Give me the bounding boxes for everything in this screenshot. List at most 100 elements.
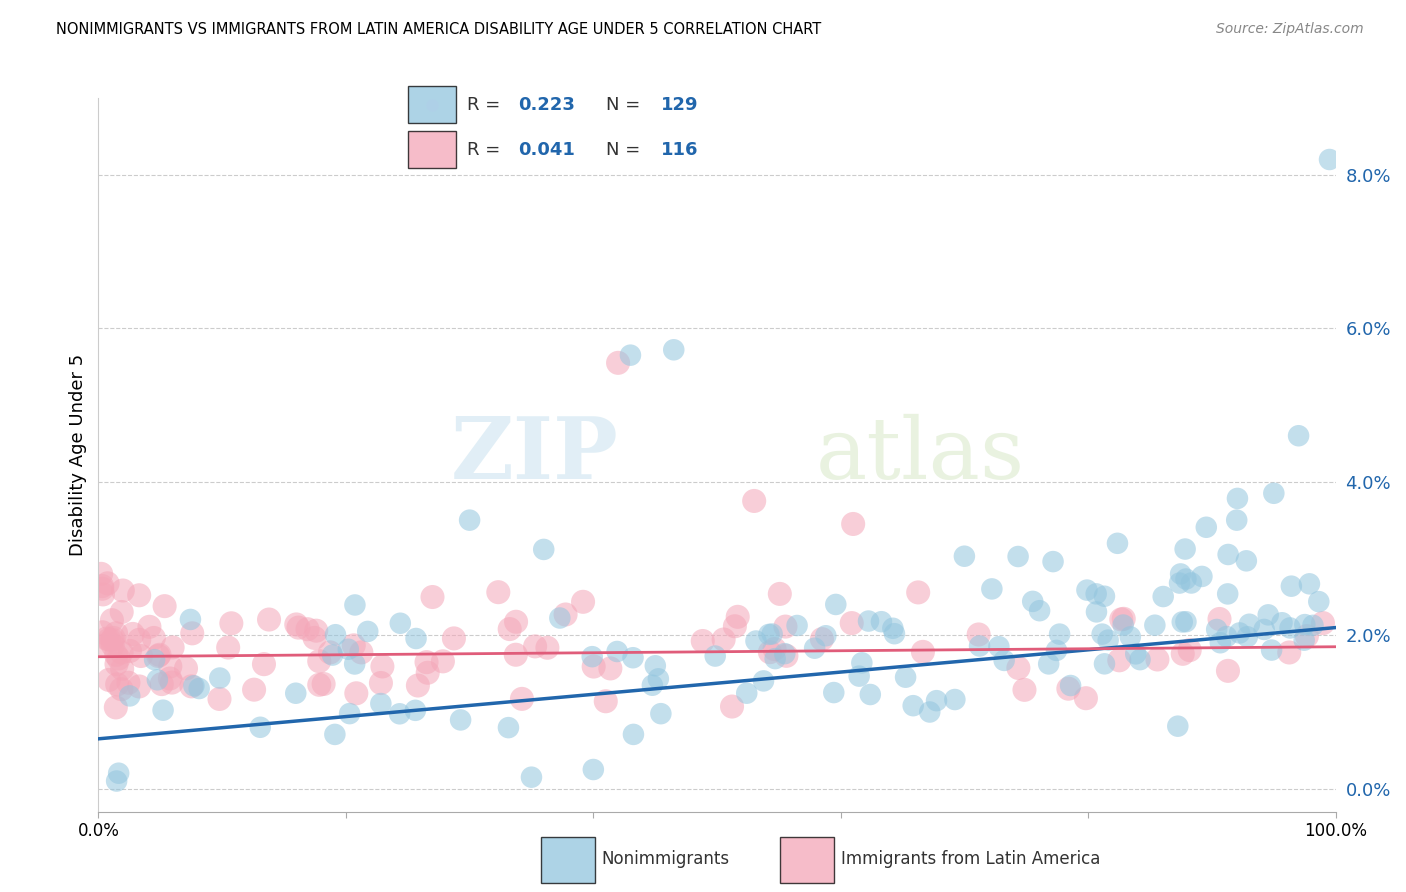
Point bbox=[97, 576, 120, 591]
Point bbox=[1319, 153, 1341, 167]
Point bbox=[243, 682, 266, 697]
Point bbox=[763, 642, 786, 657]
Text: 0.223: 0.223 bbox=[517, 95, 575, 113]
Point bbox=[1178, 643, 1201, 657]
Point bbox=[117, 675, 139, 690]
Point bbox=[758, 627, 780, 641]
Point bbox=[1085, 587, 1108, 601]
Point bbox=[179, 612, 201, 626]
Point bbox=[1216, 664, 1239, 678]
Point bbox=[824, 598, 846, 612]
Point bbox=[536, 640, 558, 655]
Point bbox=[907, 585, 929, 599]
Point bbox=[1111, 612, 1133, 626]
Point bbox=[416, 665, 439, 680]
Point bbox=[662, 343, 685, 357]
Point bbox=[967, 627, 990, 641]
Point bbox=[1074, 691, 1097, 706]
Point bbox=[1091, 627, 1114, 641]
Point bbox=[1174, 572, 1197, 586]
Point bbox=[98, 632, 121, 647]
Point bbox=[499, 622, 522, 636]
Point bbox=[1152, 590, 1174, 604]
Point bbox=[1271, 615, 1294, 630]
Point bbox=[721, 699, 744, 714]
Point bbox=[1022, 594, 1045, 608]
Point bbox=[724, 619, 747, 633]
Point bbox=[533, 542, 555, 557]
Point bbox=[415, 655, 437, 669]
Point bbox=[160, 675, 183, 690]
Point bbox=[621, 650, 644, 665]
FancyBboxPatch shape bbox=[408, 131, 456, 168]
Point bbox=[841, 616, 863, 631]
Point bbox=[1180, 576, 1202, 591]
Point bbox=[870, 615, 893, 629]
Point bbox=[150, 677, 173, 691]
Point bbox=[848, 669, 870, 683]
Point bbox=[285, 617, 308, 632]
Point bbox=[1057, 681, 1080, 696]
Point bbox=[851, 656, 873, 670]
Point bbox=[505, 615, 527, 629]
Point bbox=[304, 631, 326, 645]
Point bbox=[1014, 682, 1036, 697]
Point bbox=[763, 651, 786, 665]
Point bbox=[1167, 719, 1189, 733]
Point bbox=[969, 639, 991, 653]
Point bbox=[572, 595, 595, 609]
Text: 116: 116 bbox=[661, 141, 697, 159]
Point bbox=[142, 631, 165, 645]
Text: Nonimmigrants: Nonimmigrants bbox=[602, 850, 730, 868]
Point bbox=[217, 640, 239, 655]
Text: ZIP: ZIP bbox=[450, 413, 619, 497]
Point bbox=[159, 672, 181, 686]
Point bbox=[337, 642, 360, 657]
Point bbox=[842, 516, 865, 531]
Point bbox=[110, 682, 132, 697]
Point bbox=[183, 679, 205, 693]
Point bbox=[1125, 647, 1147, 661]
Point bbox=[148, 648, 170, 662]
Point bbox=[325, 628, 347, 642]
Point bbox=[284, 686, 307, 700]
Point bbox=[1085, 605, 1108, 619]
Point bbox=[287, 621, 309, 635]
Point bbox=[1296, 629, 1319, 643]
Point bbox=[901, 698, 924, 713]
Point bbox=[253, 657, 276, 672]
Point bbox=[775, 648, 797, 663]
Point bbox=[181, 626, 204, 640]
Point bbox=[308, 654, 330, 668]
Point bbox=[1112, 618, 1135, 632]
Point bbox=[1191, 569, 1213, 583]
Point bbox=[1174, 542, 1197, 557]
Point bbox=[918, 705, 941, 719]
Point bbox=[1038, 657, 1060, 671]
Point bbox=[105, 657, 128, 672]
Point bbox=[1028, 604, 1050, 618]
Point bbox=[110, 646, 132, 660]
Point bbox=[104, 700, 127, 714]
Point bbox=[90, 566, 112, 581]
Point bbox=[773, 647, 796, 661]
Point bbox=[96, 632, 118, 646]
Point bbox=[1007, 549, 1029, 564]
Point bbox=[103, 631, 125, 645]
Point bbox=[1209, 636, 1232, 650]
Point bbox=[432, 654, 454, 668]
Point bbox=[505, 648, 527, 662]
Point bbox=[138, 620, 160, 634]
Point bbox=[641, 678, 664, 692]
Point bbox=[1119, 630, 1142, 644]
Point bbox=[370, 676, 392, 690]
Point bbox=[146, 673, 169, 687]
Point bbox=[91, 625, 114, 640]
Point bbox=[188, 681, 211, 696]
Point bbox=[443, 632, 465, 646]
Text: R =: R = bbox=[467, 141, 506, 159]
Point bbox=[143, 653, 166, 667]
Point bbox=[208, 692, 231, 706]
Point bbox=[118, 644, 141, 658]
Text: N =: N = bbox=[606, 141, 645, 159]
